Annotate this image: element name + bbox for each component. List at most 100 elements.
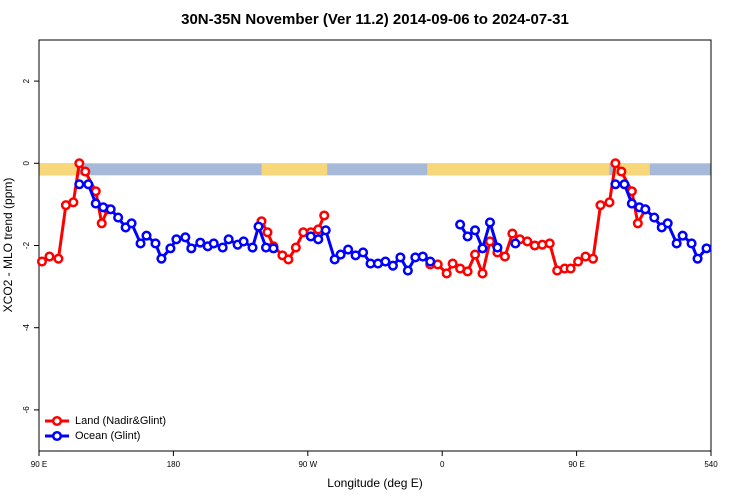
point [165, 243, 176, 254]
point [96, 218, 107, 229]
point [44, 251, 55, 262]
point [186, 243, 197, 254]
point [522, 236, 533, 247]
point [455, 219, 466, 230]
legend-marker [51, 415, 63, 427]
x-tick-label: 540 [704, 460, 718, 469]
point [105, 204, 116, 215]
point [604, 197, 615, 208]
point [632, 218, 643, 229]
point [692, 253, 703, 264]
point [283, 254, 294, 265]
x-tick-label: 0 [440, 460, 445, 469]
point [238, 236, 249, 247]
point [619, 179, 630, 190]
point [53, 253, 64, 264]
point [677, 230, 688, 241]
point [208, 238, 219, 249]
point [36, 256, 48, 267]
point [343, 244, 354, 255]
point [135, 238, 146, 249]
point [150, 238, 161, 249]
point [68, 197, 79, 208]
land-band [261, 163, 328, 176]
point [253, 221, 264, 232]
x-axis-label: Longitude (deg E) [327, 476, 422, 490]
series-line [41, 161, 110, 263]
point [565, 263, 576, 274]
point [320, 225, 331, 236]
point [329, 254, 340, 265]
point [402, 265, 413, 276]
point [510, 238, 521, 249]
x-tick-label: 90 E [31, 460, 47, 469]
point [171, 234, 182, 245]
point [217, 242, 228, 253]
point [313, 234, 324, 245]
point [462, 266, 473, 277]
y-tick-label: -6 [22, 406, 31, 414]
x-tick-label: 90 W [298, 460, 317, 469]
y-tick-label: -4 [22, 324, 31, 332]
series-line [79, 182, 274, 261]
point [662, 218, 673, 229]
point [141, 230, 152, 241]
point [484, 217, 496, 228]
point [671, 238, 682, 249]
point [74, 158, 85, 169]
point [425, 256, 436, 267]
point [74, 179, 85, 190]
y-tick-label: 2 [22, 78, 31, 83]
point [83, 179, 94, 190]
point [616, 166, 627, 177]
point [477, 268, 488, 279]
point [701, 243, 712, 254]
point [126, 218, 137, 229]
legend-label: Ocean (Glint) [75, 430, 140, 442]
point [587, 253, 599, 264]
point [395, 252, 406, 263]
point [507, 228, 518, 239]
point [387, 260, 398, 271]
point [156, 253, 167, 264]
point [544, 238, 555, 249]
chart-title: 30N-35N November (Ver 11.2) 2014-09-06 t… [181, 11, 569, 28]
point [380, 256, 391, 267]
point [470, 225, 481, 236]
point [417, 251, 428, 262]
land-band [39, 163, 78, 176]
point [90, 198, 101, 209]
point [610, 158, 621, 169]
point [195, 237, 206, 248]
point [499, 251, 510, 262]
point [492, 242, 503, 253]
y-axis-label: XCO2 - MLO trend (ppm) [1, 178, 15, 313]
point [686, 238, 697, 249]
point [335, 249, 346, 260]
legend-label: Land (Nadir&Glint) [75, 415, 166, 427]
point [80, 166, 91, 177]
y-tick-label: 0 [22, 161, 31, 166]
point [268, 243, 279, 254]
point [262, 227, 273, 238]
point [180, 232, 191, 243]
point [319, 210, 330, 221]
x-tick-label: 180 [167, 460, 181, 469]
point [640, 204, 651, 215]
ocean-band [39, 163, 711, 176]
land-band [427, 163, 610, 176]
point [441, 268, 452, 279]
point [626, 198, 637, 209]
point [595, 200, 606, 211]
point [649, 212, 660, 223]
y-tick-label: -2 [22, 241, 31, 249]
point [573, 256, 584, 267]
point [247, 242, 258, 253]
point [447, 258, 458, 269]
point [223, 234, 234, 245]
point [470, 249, 481, 260]
point [358, 247, 369, 258]
point [610, 179, 621, 190]
point [462, 231, 473, 242]
